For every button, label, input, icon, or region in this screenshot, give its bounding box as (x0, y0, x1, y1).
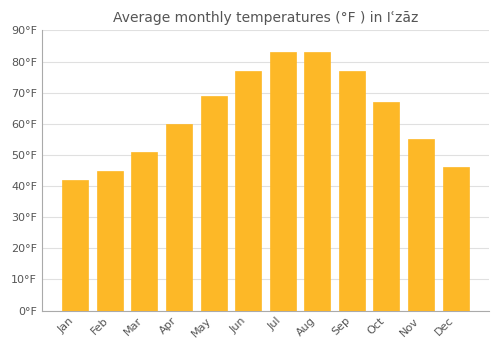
Bar (374, 102, 400, 310)
Bar (166, 124, 192, 310)
Bar (408, 139, 434, 310)
Bar (442, 167, 468, 310)
Bar (97, 170, 123, 310)
Bar (235, 71, 261, 310)
Bar (200, 96, 226, 310)
Bar (62, 180, 88, 310)
Bar (270, 52, 295, 310)
Bar (132, 152, 158, 310)
Title: Average monthly temperatures (°F ) in Iʿzāz: Average monthly temperatures (°F ) in Iʿ… (112, 11, 418, 25)
Bar (339, 71, 365, 310)
Bar (304, 52, 330, 310)
